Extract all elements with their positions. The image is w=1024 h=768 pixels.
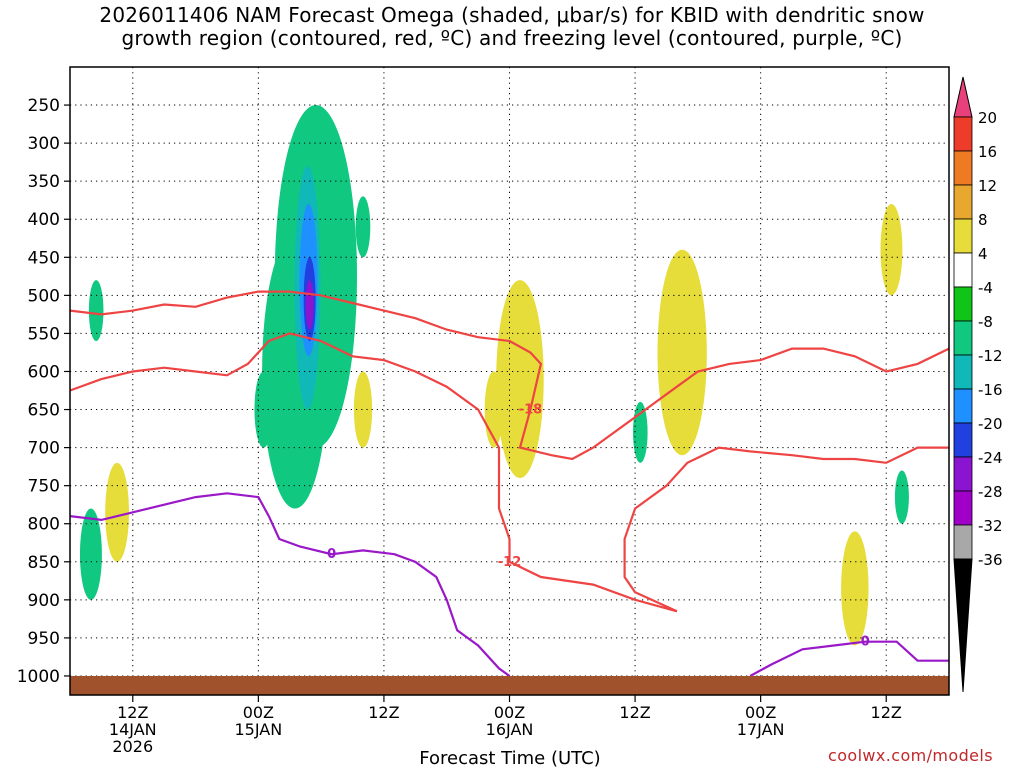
colorbar-label-11: -28	[978, 483, 1003, 501]
omega-cell-9	[353, 371, 373, 448]
omega-cell-16	[894, 470, 909, 524]
x-tick-label-6-0: 12Z	[117, 703, 148, 722]
omega-cell-8	[355, 196, 371, 258]
colorbar-label-3: 8	[978, 211, 988, 229]
colorbar-top-arrow	[953, 76, 973, 118]
colorbar-segment-2	[953, 150, 973, 186]
omega-cell-1	[79, 508, 102, 600]
terrain-layer	[70, 675, 949, 695]
colorbar-segment-9	[953, 388, 973, 424]
x-tick-label-18-0: 00Z	[243, 703, 274, 722]
y-tick-label-650: 650	[28, 401, 60, 421]
x-tick-label-6-1: 14JAN	[109, 720, 157, 739]
y-tick-label-1000: 1000	[17, 667, 60, 687]
y-tick-label-400: 400	[28, 210, 60, 230]
colorbar-segment-13	[953, 524, 973, 560]
x-axis-label: Forecast Time (UTC)	[419, 748, 600, 768]
credit-text: coolwx.com/models	[828, 746, 993, 765]
y-tick-label-550: 550	[28, 324, 60, 344]
y-tick-label-750: 750	[28, 477, 60, 497]
colorbar-label-12: -32	[978, 517, 1003, 535]
contour-dgz-minus12	[70, 332, 949, 613]
x-tick-label-42-0: 00Z	[494, 703, 525, 722]
omega-shading-layer	[79, 105, 909, 646]
colorbar-bottom-arrow	[953, 558, 973, 693]
chart-title-line1: 2026011406 NAM Forecast Omega (shaded, μ…	[99, 3, 925, 27]
x-tick-label-6-2: 2026	[112, 737, 153, 756]
colorbar-segment-6	[953, 286, 973, 322]
x-tick-label-78-0: 12Z	[871, 703, 902, 722]
colorbar-segment-5	[953, 252, 973, 288]
x-tick-label-30-0: 12Z	[368, 703, 399, 722]
y-axis: 250 300 350 400 450 500 550 600 650 700 750 800 850 9…	[17, 96, 70, 687]
colorbar-label-7: -12	[978, 347, 1003, 365]
colorbar-segment-12	[953, 490, 973, 526]
x-tick-label-66-0: 00Z	[745, 703, 776, 722]
omega-cell-0	[88, 280, 104, 342]
chart-title-line2: growth region (contoured, red, ºC) and f…	[121, 26, 903, 50]
y-tick-label-250: 250	[28, 96, 60, 116]
x-tick-label-42-1: 16JAN	[486, 720, 534, 739]
contour-label-dgz-minus18: -18	[519, 403, 543, 418]
colorbar-segment-4	[953, 218, 973, 254]
y-tick-label-300: 300	[28, 134, 60, 154]
y-tick-label-700: 700	[28, 439, 60, 459]
colorbar-label-13: -36	[978, 551, 1003, 569]
terrain-fill	[70, 675, 949, 695]
colorbar-label-9: -20	[978, 415, 1003, 433]
colorbar-label-2: 12	[978, 177, 997, 195]
y-tick-label-800: 800	[28, 515, 60, 535]
colorbar-segment-3	[953, 184, 973, 220]
colorbar-label-8: -16	[978, 381, 1003, 399]
contour-freezing-level-east	[749, 640, 949, 677]
omega-cell-15	[880, 204, 903, 296]
y-tick-label-450: 450	[28, 248, 60, 268]
contour-dgz-minus18	[70, 290, 949, 461]
colorbar-label-6: -8	[978, 313, 993, 331]
colorbar-segment-7	[953, 320, 973, 356]
omega-core-4	[305, 280, 314, 330]
omega-cell-14	[841, 531, 869, 646]
y-tick-label-850: 850	[28, 553, 60, 573]
colorbar-label-4: 4	[978, 245, 988, 263]
omega-cell-11	[496, 280, 544, 479]
y-tick-label-350: 350	[28, 172, 60, 192]
colorbar-segment-8	[953, 354, 973, 390]
colorbar-segment-10	[953, 422, 973, 458]
omega-cell-2	[105, 462, 129, 562]
contour-label-freezing-level: 0	[327, 547, 336, 562]
x-tick-label-54-0: 12Z	[619, 703, 650, 722]
colorbar-segment-11	[953, 456, 973, 492]
contour-label-freezing-level-east: 0	[861, 635, 870, 650]
colorbar-label-10: -24	[978, 449, 1003, 467]
colorbar-label-1: 16	[978, 143, 997, 161]
contour-layer: -18 -12 0 0	[70, 290, 949, 677]
x-tick-label-66-1: 17JAN	[737, 720, 785, 739]
contour-freezing-level	[70, 492, 511, 677]
colorbar-label-0: 20	[978, 109, 997, 127]
colorbar-label-5: -4	[978, 279, 993, 297]
x-tick-label-18-1: 15JAN	[234, 720, 282, 739]
omega-cell-13	[657, 249, 707, 456]
y-tick-label-600: 600	[28, 362, 60, 382]
y-tick-label-950: 950	[28, 629, 60, 649]
chart-title: 2026011406 NAM Forecast Omega (shaded, μ…	[0, 4, 1024, 50]
colorbar: 20 16 12 8 4 -4 -8 -12 -16 -20 -24 -28 -32 -36	[953, 76, 1003, 693]
contour-label-dgz-minus12: -12	[498, 555, 522, 570]
y-tick-label-500: 500	[28, 286, 60, 306]
colorbar-segment-1	[953, 116, 973, 152]
y-tick-label-900: 900	[28, 591, 60, 611]
